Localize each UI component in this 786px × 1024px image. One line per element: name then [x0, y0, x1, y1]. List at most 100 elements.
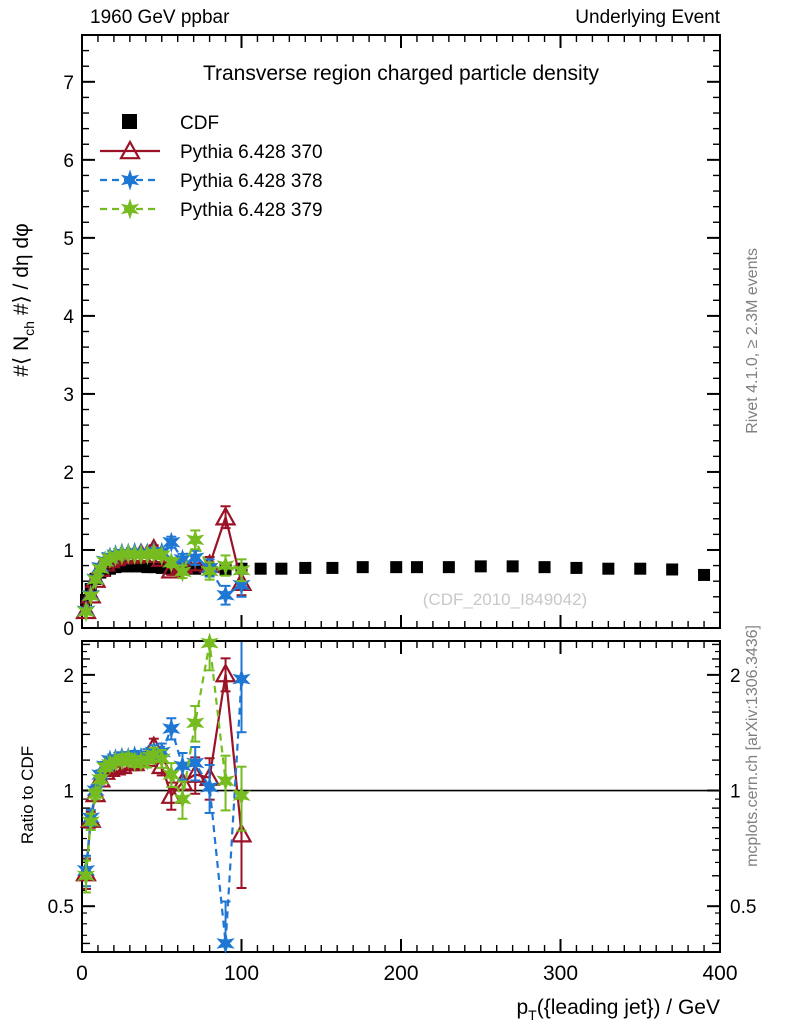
- data-point: [186, 712, 205, 734]
- legend: CDF Pythia 6.428 370 Pythia 6.428 378 Pythi…: [100, 113, 323, 221]
- data-point: [442, 561, 455, 574]
- data-point: [184, 551, 207, 572]
- header-left-label: 1960 GeV ppbar: [90, 7, 230, 28]
- ratio-ytick-label: 2: [63, 666, 74, 687]
- main-ytick-label: 2: [63, 463, 74, 484]
- data-point: [162, 551, 181, 574]
- xtick-label: 400: [702, 962, 737, 985]
- series-pythia-6-428-379-main: [76, 529, 251, 623]
- data-point: [214, 505, 237, 526]
- data-point: [570, 561, 583, 574]
- data-point: [216, 584, 235, 606]
- data-point: [538, 561, 551, 574]
- data-point: [173, 788, 192, 810]
- data-point: [91, 768, 110, 790]
- main-title: Transverse region charged particle densi…: [203, 62, 600, 85]
- main-ylabel-sub: ch: [21, 321, 37, 336]
- data-point: [232, 668, 251, 690]
- data-point: [254, 562, 267, 575]
- header-right-label: Underlying Event: [575, 7, 720, 28]
- data-point: [76, 865, 96, 887]
- data-point: [186, 547, 205, 569]
- data-point: [216, 554, 235, 577]
- data-point: [216, 770, 235, 792]
- legend-marker: [120, 169, 140, 191]
- legend-marker: [120, 198, 140, 220]
- main-ylabel: #⟨ Nch #⟩ / dη dφ: [10, 223, 37, 376]
- data-point: [326, 561, 339, 574]
- data-point: [230, 822, 253, 843]
- legend-marker-square: [122, 114, 137, 129]
- xaxis-label-pre: p: [516, 996, 528, 1019]
- legend-label: CDF: [180, 113, 219, 134]
- data-point: [232, 785, 251, 807]
- data-point: [173, 561, 192, 583]
- main-ytick-label: 1: [63, 541, 74, 562]
- legend-label: Pythia 6.428 370: [180, 142, 323, 163]
- data-point: [299, 561, 312, 574]
- data-point: [162, 717, 181, 740]
- main-ytick-label: 6: [63, 151, 74, 172]
- main-ytick-label: 3: [63, 385, 74, 406]
- ratio-ytick-label: 1: [63, 782, 74, 803]
- side-label-top: Rivet 4.1.0, ≥ 2.3M events: [744, 248, 761, 434]
- data-point: [152, 748, 171, 770]
- axis-labels: Transverse region charged particle densi…: [10, 62, 761, 1023]
- ratio-ytick-label-right: 1: [730, 782, 741, 803]
- data-point: [186, 752, 205, 774]
- ratio-panel-ticks: 0.5 0.5 1 1 2 2 0 100 200 300 400: [48, 641, 756, 985]
- xtick-label: 300: [543, 962, 578, 985]
- xaxis-label-post: ({leading jet}) / GeV: [537, 996, 720, 1019]
- data-point: [602, 562, 615, 575]
- data-point: [152, 544, 171, 567]
- side-label-bottom: mcplots.cern.ch [arXiv:1306.3436]: [744, 625, 761, 867]
- data-point: [698, 568, 711, 581]
- header: 1960 GeV ppbar Underlying Event: [90, 7, 721, 28]
- legend-marker: [119, 139, 141, 160]
- ratio-ytick-label-right: 2: [730, 666, 741, 687]
- data-point: [200, 632, 219, 654]
- data-point: [232, 559, 251, 581]
- data-point: [184, 763, 207, 783]
- data-point: [356, 561, 369, 574]
- data-point: [506, 560, 519, 573]
- data-point: [86, 783, 105, 805]
- data-point: [186, 529, 205, 551]
- series-pythia-6-428-379-ratio: [76, 632, 251, 894]
- data-point: [76, 601, 96, 623]
- data-point: [200, 560, 219, 582]
- xtick-label: 100: [224, 962, 259, 985]
- ratio-ylabel: Ratio to CDF: [18, 746, 37, 844]
- ratio-ytick-label: 0.5: [48, 897, 74, 918]
- data-point: [390, 561, 403, 574]
- xaxis-label: pT({leading jet}) / GeV: [516, 996, 720, 1023]
- legend-item[interactable]: CDF: [122, 113, 219, 134]
- data-point: [81, 811, 100, 833]
- data-point: [162, 764, 181, 786]
- analysis-watermark: (CDF_2010_I849042): [423, 590, 587, 609]
- ratio-ytick-label-right: 0.5: [730, 897, 756, 918]
- xtick-label: 200: [383, 962, 418, 985]
- data-point: [275, 562, 288, 575]
- data-point: [162, 531, 181, 553]
- main-ytick-label: 0: [63, 619, 74, 640]
- xtick-label: 0: [76, 962, 88, 985]
- main-ytick-label: 5: [63, 229, 74, 250]
- main-ylabel-post: #⟩ / dη dφ: [10, 223, 33, 321]
- main-panel-ticks: 1 2 3 4 5 6 7 0: [63, 35, 721, 640]
- data-point: [81, 585, 100, 607]
- data-point: [410, 561, 423, 574]
- main-ytick-label: 7: [63, 73, 74, 94]
- data-point: [86, 569, 105, 591]
- legend-item[interactable]: Pythia 6.428 378: [100, 169, 323, 192]
- legend-item[interactable]: Pythia 6.428 370: [100, 139, 323, 163]
- data-point: [474, 560, 487, 573]
- data-point: [200, 776, 219, 798]
- legend-item[interactable]: Pythia 6.428 379: [100, 198, 323, 221]
- legend-label: Pythia 6.428 378: [180, 171, 323, 192]
- data-point: [216, 932, 235, 955]
